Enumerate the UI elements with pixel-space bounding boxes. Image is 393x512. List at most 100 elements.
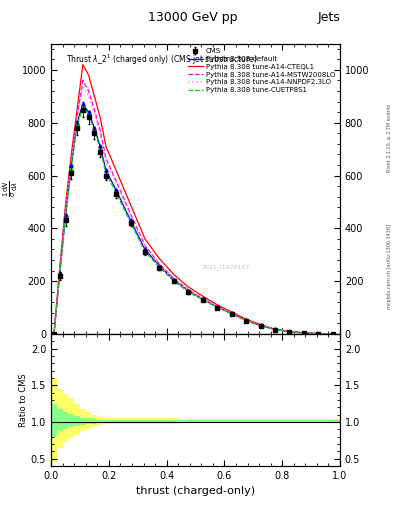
Pythia 8.308 tune-A14-MSTW2008LO [186,287,191,293]
Pythia 8.308 tune-A14-NNPDF2.3LO [75,118,79,124]
Pythia 8.308 default [301,330,306,336]
Pythia 8.308 tune-A14-NNPDF2.3LO [63,209,68,216]
Pythia 8.308 tune-A14-MSTW2008LO [114,178,118,184]
Pythia 8.308 tune-CUETP8S1 [244,317,248,324]
Pythia 8.308 tune-A14-NNPDF2.3LO [229,310,234,316]
Pythia 8.308 default [331,331,335,337]
Pythia 8.308 tune-CUETP8S1 [157,264,162,270]
Pythia 8.308 tune-CUETP8S1 [86,112,91,118]
Pythia 8.308 default [128,217,133,223]
Pythia 8.308 tune-A14-NNPDF2.3LO [331,331,335,337]
Pythia 8.308 tune-A14-MSTW2008LO [51,331,56,337]
Pythia 8.308 tune-A14-CTEQL1 [258,322,263,328]
Text: mcplots.cern.ch [arXiv:1306.3436]: mcplots.cern.ch [arXiv:1306.3436] [387,224,392,309]
Line: Pythia 8.308 tune-A14-CTEQL1: Pythia 8.308 tune-A14-CTEQL1 [54,65,333,334]
Pythia 8.308 tune-A14-MSTW2008LO [273,326,277,332]
Pythia 8.308 tune-A14-CTEQL1 [143,236,147,242]
Pythia 8.308 tune-A14-MSTW2008LO [287,329,292,335]
Pythia 8.308 tune-A14-MSTW2008LO [92,106,97,113]
Pythia 8.308 tune-CUETP8S1 [57,271,62,278]
Text: Rivet 3.1.10, ≥ 2.7M events: Rivet 3.1.10, ≥ 2.7M events [387,104,392,173]
Line: Pythia 8.308 tune-CUETP8S1: Pythia 8.308 tune-CUETP8S1 [54,107,333,334]
Pythia 8.308 tune-A14-MSTW2008LO [57,267,62,273]
Pythia 8.308 default [229,310,234,316]
X-axis label: thrust (charged-only): thrust (charged-only) [136,486,255,496]
Pythia 8.308 tune-CUETP8S1 [63,215,68,221]
Pythia 8.308 tune-A14-NNPDF2.3LO [273,326,277,332]
Legend: CMS, Pythia 8.308 default, Pythia 8.308 tune-A14-CTEQL1, Pythia 8.308 tune-A14-M: CMS, Pythia 8.308 default, Pythia 8.308 … [186,47,336,94]
Pythia 8.308 default [81,101,85,108]
Pythia 8.308 default [244,317,248,323]
Pythia 8.308 default [171,276,176,283]
Pythia 8.308 default [75,120,79,126]
Pythia 8.308 tune-A14-NNPDF2.3LO [171,276,176,282]
Pythia 8.308 tune-A14-MSTW2008LO [98,127,103,134]
Pythia 8.308 tune-A14-CTEQL1 [200,293,205,299]
Pythia 8.308 tune-A14-MSTW2008LO [157,261,162,267]
Pythia 8.308 tune-A14-NNPDF2.3LO [128,213,133,219]
Pythia 8.308 tune-A14-NNPDF2.3LO [86,93,91,99]
Pythia 8.308 default [273,326,277,332]
Pythia 8.308 tune-CUETP8S1 [69,166,73,172]
Text: 13000 GeV pp: 13000 GeV pp [148,11,237,24]
Pythia 8.308 tune-A14-CTEQL1 [273,326,277,332]
Pythia 8.308 tune-CUETP8S1 [98,146,103,152]
Pythia 8.308 tune-A14-NNPDF2.3LO [69,160,73,166]
Pythia 8.308 tune-A14-MSTW2008LO [63,207,68,213]
Pythia 8.308 tune-A14-NNPDF2.3LO [51,331,56,337]
Pythia 8.308 tune-CUETP8S1 [273,327,277,333]
Pythia 8.308 tune-CUETP8S1 [215,305,220,311]
Pythia 8.308 tune-A14-CTEQL1 [229,309,234,315]
Pythia 8.308 tune-A14-MSTW2008LO [75,114,79,120]
Pythia 8.308 default [63,212,68,218]
Pythia 8.308 tune-A14-CTEQL1 [63,202,68,208]
Text: 2021_I1920187: 2021_I1920187 [201,264,250,270]
Pythia 8.308 tune-A14-MSTW2008LO [215,304,220,310]
Pythia 8.308 tune-CUETP8S1 [114,189,118,196]
Pythia 8.308 tune-CUETP8S1 [51,331,56,337]
Pythia 8.308 default [114,187,118,193]
Pythia 8.308 tune-A14-NNPDF2.3LO [114,180,118,186]
Pythia 8.308 tune-A14-NNPDF2.3LO [316,331,321,337]
Pythia 8.308 tune-CUETP8S1 [128,220,133,226]
Pythia 8.308 tune-A14-NNPDF2.3LO [57,269,62,275]
Pythia 8.308 tune-A14-CTEQL1 [287,328,292,334]
Pythia 8.308 tune-A14-CTEQL1 [57,265,62,271]
Pythia 8.308 tune-A14-MSTW2008LO [104,155,108,161]
Pythia 8.308 tune-A14-NNPDF2.3LO [143,244,147,250]
Pythia 8.308 tune-A14-CTEQL1 [51,331,56,337]
Pythia 8.308 tune-CUETP8S1 [92,127,97,134]
Pythia 8.308 default [258,323,263,329]
Pythia 8.308 tune-CUETP8S1 [104,170,108,177]
Pythia 8.308 tune-A14-CTEQL1 [81,61,85,68]
Pythia 8.308 tune-CUETP8S1 [229,311,234,317]
Pythia 8.308 tune-A14-CTEQL1 [75,106,79,113]
Pythia 8.308 tune-CUETP8S1 [258,323,263,329]
Pythia 8.308 tune-CUETP8S1 [331,331,335,337]
Pythia 8.308 tune-A14-CTEQL1 [128,202,133,208]
Pythia 8.308 tune-A14-MSTW2008LO [143,242,147,248]
Pythia 8.308 tune-A14-NNPDF2.3LO [301,330,306,336]
Pythia 8.308 tune-A14-CTEQL1 [98,114,103,120]
Pythia 8.308 tune-A14-CTEQL1 [157,255,162,262]
Pythia 8.308 tune-A14-CTEQL1 [244,316,248,322]
Pythia 8.308 tune-A14-CTEQL1 [301,330,306,336]
Pythia 8.308 tune-A14-NNPDF2.3LO [244,317,248,324]
Pythia 8.308 default [200,296,205,302]
Y-axis label: Ratio to CMS: Ratio to CMS [19,373,28,426]
Pythia 8.308 tune-A14-MSTW2008LO [331,331,335,337]
Pythia 8.308 default [157,263,162,269]
Pythia 8.308 tune-A14-CTEQL1 [86,72,91,78]
Pythia 8.308 tune-A14-MSTW2008LO [316,331,321,337]
Pythia 8.308 tune-A14-MSTW2008LO [128,211,133,217]
Pythia 8.308 tune-A14-MSTW2008LO [229,310,234,316]
Pythia 8.308 tune-A14-MSTW2008LO [171,275,176,282]
Pythia 8.308 tune-A14-CTEQL1 [114,167,118,173]
Pythia 8.308 default [69,162,73,168]
Pythia 8.308 tune-A14-NNPDF2.3LO [287,329,292,335]
Pythia 8.308 tune-A14-CTEQL1 [215,302,220,308]
Pythia 8.308 tune-A14-MSTW2008LO [244,317,248,323]
Pythia 8.308 tune-A14-NNPDF2.3LO [186,287,191,293]
Text: Thrust $\lambda\_2^1$ (charged only) (CMS jet substructure): Thrust $\lambda\_2^1$ (charged only) (CM… [66,52,257,67]
Pythia 8.308 tune-A14-CTEQL1 [69,152,73,158]
